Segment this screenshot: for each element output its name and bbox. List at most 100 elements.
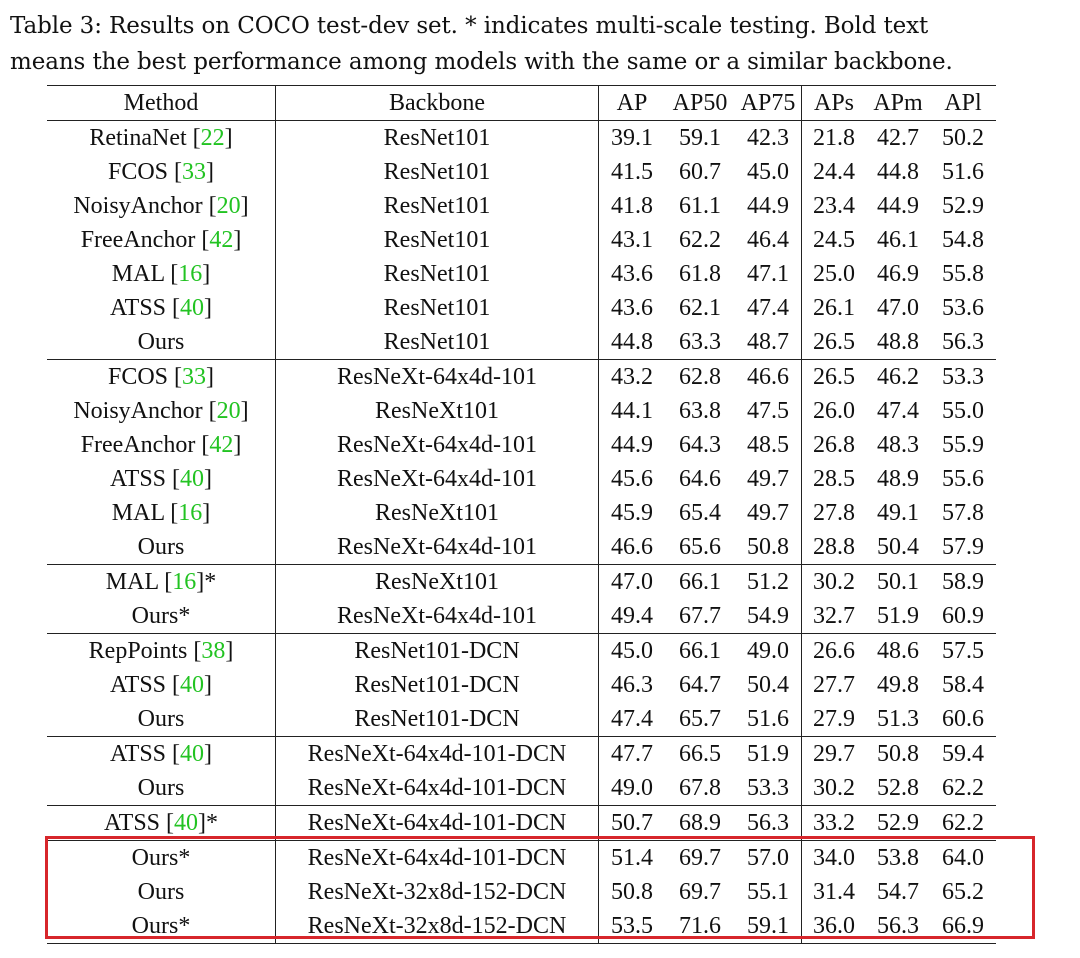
ap50-cell: 65.4 xyxy=(679,500,721,526)
method-cell: ATSS [40] xyxy=(47,291,276,325)
citation-link[interactable]: 33 xyxy=(182,159,207,185)
ap50-cell: 67.8 xyxy=(679,775,721,801)
ap50-cell: 63.3 xyxy=(679,329,721,355)
apl-cell: 60.6 xyxy=(942,706,984,732)
ap50-cell: 64.3 xyxy=(679,432,721,458)
ap50-cell: 60.7 xyxy=(679,159,721,185)
citation-link[interactable]: 16 xyxy=(178,500,203,526)
citation-link[interactable]: 40 xyxy=(180,466,205,492)
citation-link[interactable]: 33 xyxy=(182,364,207,390)
backbone-cell: ResNeXt-64x4d-101-DCN xyxy=(275,840,599,875)
table-row: Ours* ResNeXt-64x4d-101 49.4 67.7 54.9 32.7 51… xyxy=(47,599,996,634)
ap50-cell: 67.7 xyxy=(679,603,721,629)
citation-link[interactable]: 40 xyxy=(180,295,205,321)
citation-link[interactable]: 16 xyxy=(178,261,203,287)
ap50-cell: 62.8 xyxy=(665,359,735,394)
table-row: NoisyAnchor [20] ResNeXt101 44.1 63.8 47.5 26… xyxy=(47,394,996,428)
method-name: FCOS xyxy=(107,364,169,390)
apm-cell: 48.8 xyxy=(877,329,919,355)
ap75-cell: 53.3 xyxy=(735,771,802,806)
method-name: FreeAnchor xyxy=(80,432,196,458)
method-cell: Ours xyxy=(47,771,276,806)
apl-cell: 57.5 xyxy=(930,633,996,668)
header-apm: APm xyxy=(866,85,930,121)
ap75-cell: 44.9 xyxy=(735,189,802,223)
backbone-cell: ResNeXt-64x4d-101-DCN xyxy=(275,805,599,841)
citation-link[interactable]: 40 xyxy=(180,672,205,698)
ap75-cell: 54.9 xyxy=(735,599,802,634)
aps-cell: 26.5 xyxy=(813,329,855,355)
ap75-cell: 47.5 xyxy=(735,394,802,428)
table-row: Ours ResNeXt-32x8d-152-DCN 50.8 69.7 55.1 31.… xyxy=(47,875,996,909)
apl-cell: 55.6 xyxy=(942,466,984,492)
apl-cell: 55.9 xyxy=(942,432,984,458)
aps-cell: 24.5 xyxy=(813,227,855,253)
ap75-cell: 59.1 xyxy=(735,909,802,944)
citation-link[interactable]: 42 xyxy=(209,227,234,253)
caption-line-1: Table 3: Results on COCO test-dev set. *… xyxy=(10,13,929,39)
table-row: FCOS [33] ResNeXt-64x4d-101 43.2 62.8 46.6 26… xyxy=(47,359,996,394)
apl-cell: 53.3 xyxy=(930,359,996,394)
table-caption: Table 3: Results on COCO test-dev set. *… xyxy=(10,8,1075,80)
table-row: Ours* ResNeXt-64x4d-101-DCN 51.4 69.7 57.0 34… xyxy=(47,840,996,875)
ap-cell: 45.9 xyxy=(611,500,653,526)
backbone-cell: ResNeXt101 xyxy=(275,564,599,599)
table-row: ATSS [40] ResNeXt-64x4d-101-DCN 47.7 66.5 51… xyxy=(47,736,996,771)
method-name: RepPoints xyxy=(88,638,188,664)
apm-cell: 47.4 xyxy=(877,398,919,424)
method-name: Ours xyxy=(131,845,179,871)
apl-cell: 53.6 xyxy=(942,295,984,321)
apm-cell: 51.9 xyxy=(877,603,919,629)
ap50-cell: 62.2 xyxy=(679,227,721,253)
apl-cell: 55.8 xyxy=(942,261,984,287)
method-name: ATSS xyxy=(109,741,167,767)
ap50-cell: 71.6 xyxy=(665,909,735,944)
aps-cell: 30.2 xyxy=(801,564,866,599)
method-name: ATSS xyxy=(109,672,167,698)
aps-cell: 21.8 xyxy=(801,120,866,155)
table-row: RepPoints [38] ResNet101-DCN 45.0 66.1 49.0 2… xyxy=(47,633,996,668)
method-cell: MAL [16] xyxy=(47,496,276,530)
citation-link[interactable]: 40 xyxy=(180,741,205,767)
caption-line-2: means the best performance among models … xyxy=(10,49,953,75)
citation-link[interactable]: 40 xyxy=(174,810,199,836)
method-cell: ATSS [40]* xyxy=(47,805,276,841)
ap-cell: 44.1 xyxy=(611,398,653,424)
backbone-cell: ResNeXt101 xyxy=(275,394,599,428)
method-name: ATSS xyxy=(103,810,161,836)
table-row: ATSS [40] ResNet101 43.6 62.1 47.4 26.1 47.0 53… xyxy=(47,291,996,325)
aps-cell: 26.8 xyxy=(813,432,855,458)
method-name: RetinaNet xyxy=(89,125,187,151)
ap75-cell: 48.7 xyxy=(735,325,802,360)
method-cell: Ours xyxy=(47,702,276,737)
backbone-cell: ResNeXt-64x4d-101-DCN xyxy=(275,771,599,806)
citation-link[interactable]: 20 xyxy=(216,193,241,219)
method-name: Ours xyxy=(137,534,185,560)
ap-cell: 51.4 xyxy=(598,840,665,875)
apm-cell: 47.0 xyxy=(877,295,919,321)
citation-link[interactable]: 42 xyxy=(209,432,234,458)
table-row: Ours* ResNeXt-32x8d-152-DCN 53.5 71.6 59.1 36… xyxy=(47,909,996,944)
ap-cell: 41.5 xyxy=(611,159,653,185)
ap75-cell: 42.3 xyxy=(735,120,802,155)
citation-link[interactable]: 38 xyxy=(201,638,226,664)
ap-cell: 45.0 xyxy=(598,633,665,668)
aps-cell: 26.6 xyxy=(801,633,866,668)
ap50-cell: 66.1 xyxy=(665,564,735,599)
citation-link[interactable]: 22 xyxy=(200,125,225,151)
method-cell: ATSS [40] xyxy=(47,736,276,771)
ap-cell: 43.6 xyxy=(611,295,653,321)
apl-cell: 55.0 xyxy=(942,398,984,424)
method-name: Ours xyxy=(137,706,185,732)
backbone-cell: ResNeXt-32x8d-152-DCN xyxy=(275,875,599,909)
citation-link[interactable]: 16 xyxy=(172,569,197,595)
citation-link[interactable]: 20 xyxy=(216,398,241,424)
apl-cell: 62.2 xyxy=(930,805,996,841)
backbone-cell: ResNeXt-64x4d-101 xyxy=(275,359,599,394)
method-cell: MAL [16] xyxy=(47,257,276,291)
method-name: Ours xyxy=(137,879,185,905)
table-row: Ours ResNet101 44.8 63.3 48.7 26.5 48.8 56.3 xyxy=(47,325,996,360)
backbone-cell: ResNet101-DCN xyxy=(275,633,599,668)
table-row: ATSS [40]* ResNeXt-64x4d-101-DCN 50.7 68.9 5… xyxy=(47,805,996,841)
apm-cell: 52.8 xyxy=(877,775,919,801)
